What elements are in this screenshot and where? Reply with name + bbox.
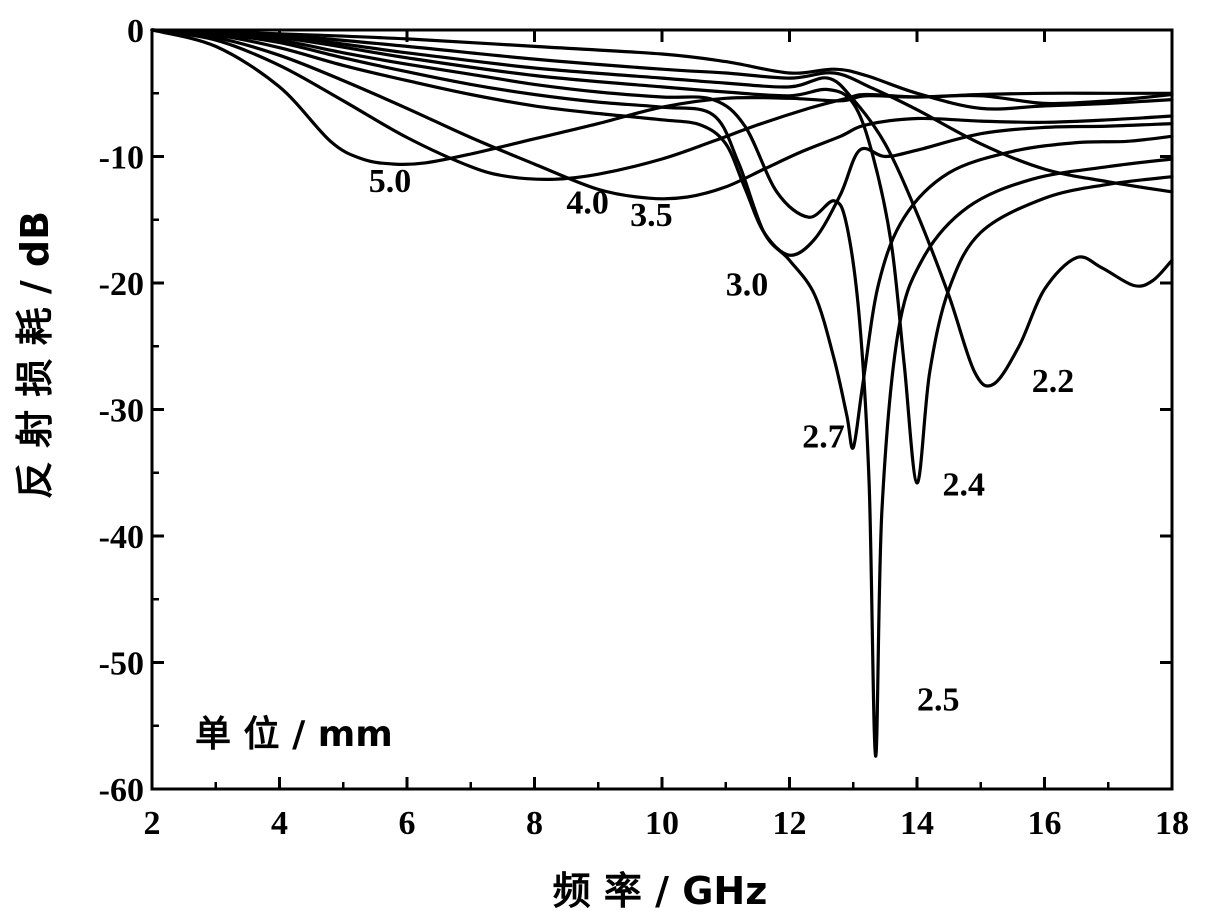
series-layer [150, 28, 1174, 758]
curve-label: 3.5 [630, 197, 673, 234]
curve-labels: 5.0 4.0 3.5 3.0 2.7 2.5 2.4 2.2 [369, 163, 1075, 719]
series-line-unlabeled-9 [150, 28, 1174, 111]
series-line-4_0 [150, 28, 1174, 181]
y-tick-label: -10 [99, 140, 144, 177]
x-tick-label: 8 [526, 805, 543, 842]
x-tick-label: 10 [645, 805, 679, 842]
y-tick-label: -40 [99, 519, 144, 556]
y-axis-title: 反 射 损 耗 / dB [13, 211, 57, 499]
curve-label: 2.7 [802, 418, 845, 455]
x-tick-label: 12 [773, 805, 807, 842]
curve-label: 3.0 [726, 267, 769, 304]
x-tick-label: 4 [271, 805, 288, 842]
series-line-2_4 [150, 28, 1174, 485]
y-tick-label: -30 [99, 393, 144, 430]
axes: 2 4 6 8 10 12 14 16 18 0 -10 -20 -30 -40 -50 -60 [99, 13, 1189, 842]
curve-label: 2.4 [943, 467, 986, 504]
y-tick-label: -50 [99, 646, 144, 683]
series-line-2_7 [150, 28, 1174, 450]
y-tick-label: 0 [127, 13, 144, 50]
curve-label: 5.0 [369, 163, 412, 200]
x-tick-label: 2 [144, 805, 161, 842]
x-tick-label: 18 [1155, 805, 1189, 842]
unit-annotation: 单 位 / mm [195, 714, 393, 755]
y-tick-label: -60 [99, 772, 144, 809]
x-axis-title: 频 率 / GHz [553, 869, 768, 913]
x-tick-label: 14 [900, 805, 934, 842]
series-line-3_5 [150, 28, 1174, 201]
y-tick-label: -20 [99, 266, 144, 303]
series-line-2_5 [150, 28, 1174, 758]
curve-label: 2.2 [1032, 363, 1075, 400]
curve-label: 2.5 [917, 682, 960, 719]
series-line-3_0 [150, 28, 1174, 257]
x-tick-label: 16 [1028, 805, 1062, 842]
x-tick-label: 6 [399, 805, 416, 842]
series-line-unlabeled-8 [150, 28, 1174, 194]
series-line-2_2 [150, 28, 1174, 388]
plot-frame [150, 28, 1174, 791]
curve-label: 4.0 [566, 184, 609, 221]
